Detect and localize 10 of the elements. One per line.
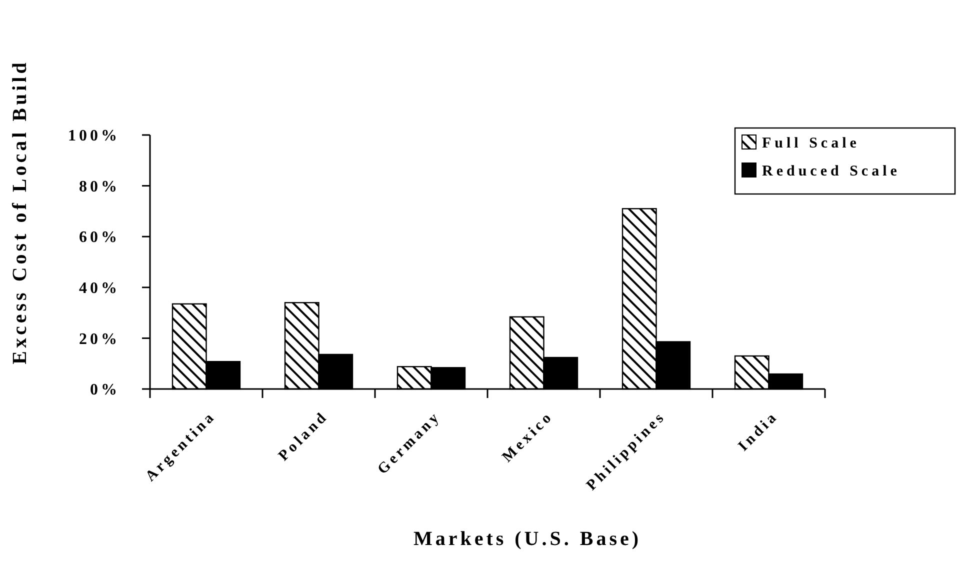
y-tick-label: 20% (79, 330, 120, 348)
y-tick-label: 80% (79, 178, 120, 196)
y-tick-label: 60% (79, 229, 120, 246)
legend-label: Reduced Scale (762, 163, 900, 180)
y-tick-label: 40% (79, 280, 120, 297)
x-axis-title: Markets (U.S. Base) (413, 528, 642, 550)
y-axis-title: Excess Cost of Local Build (9, 60, 31, 364)
y-tick-label: 0% (90, 382, 120, 399)
legend-label: Full Scale (762, 135, 860, 152)
y-tick-label: 100% (68, 128, 120, 145)
